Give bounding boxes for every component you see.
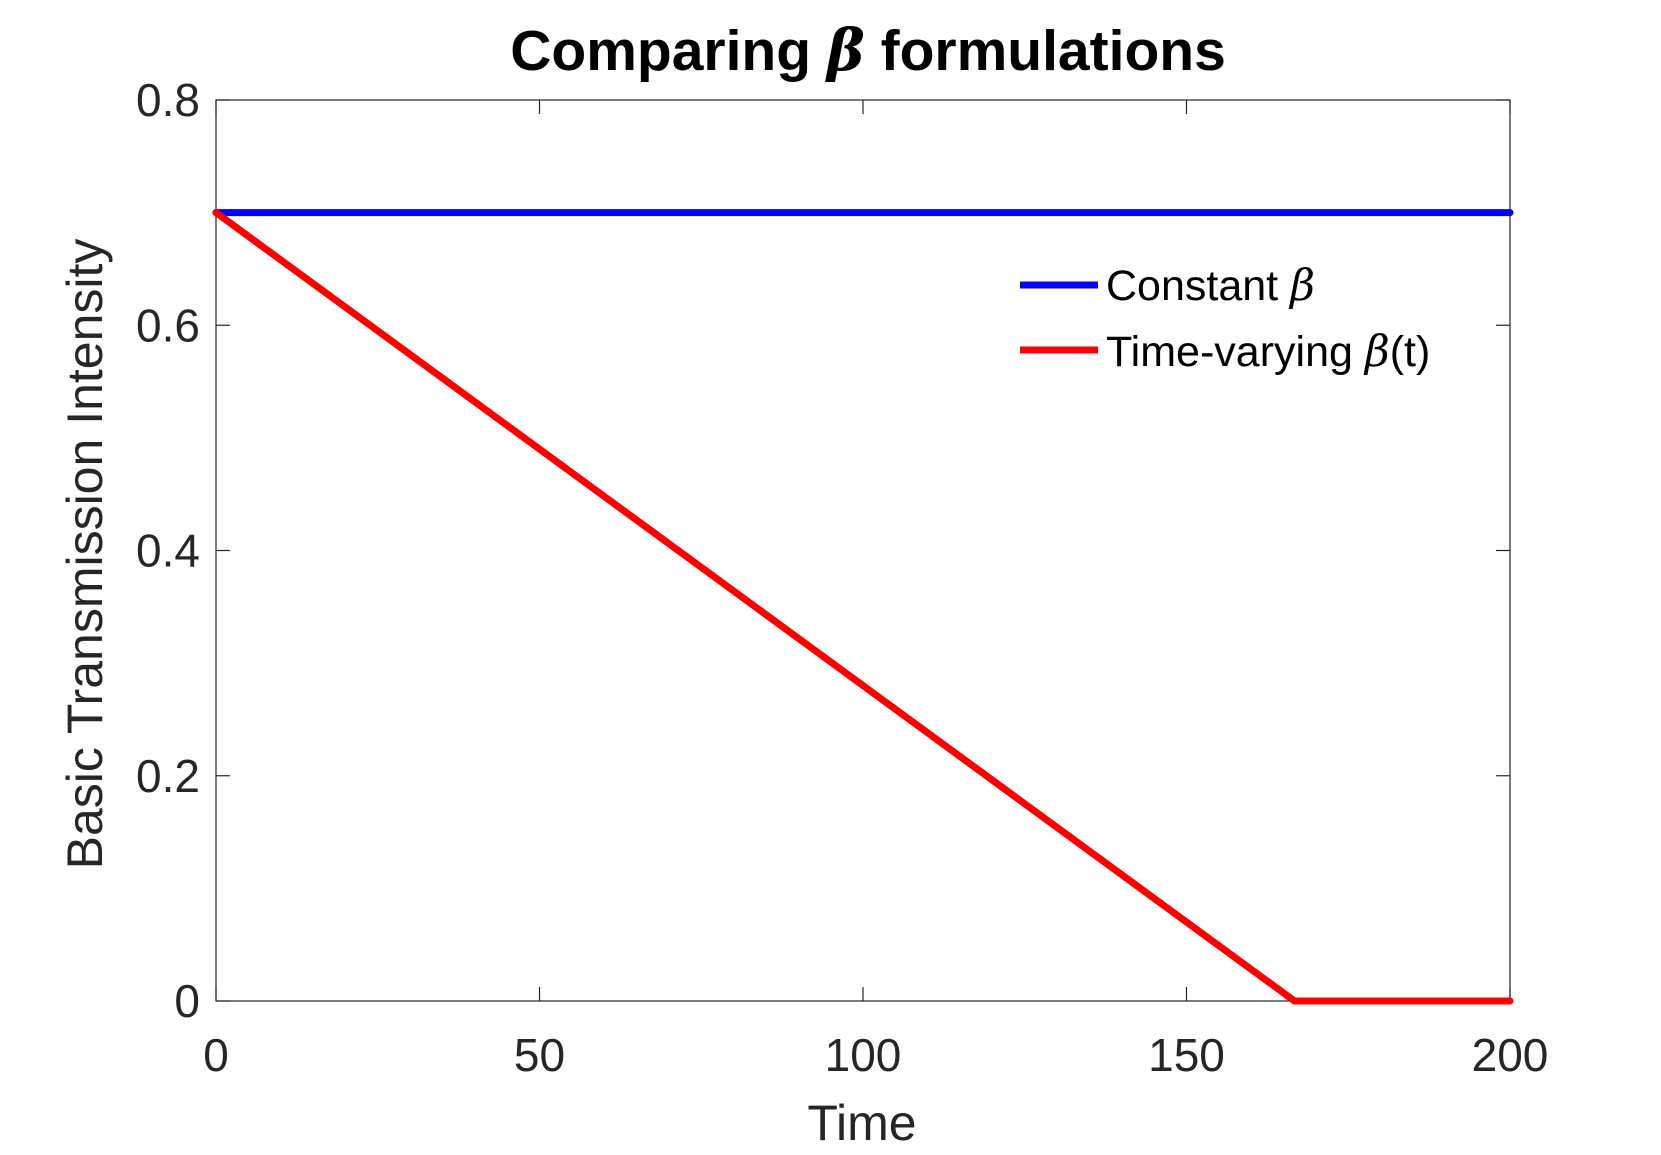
legend-suffix-time-varying: (t) [1390, 328, 1431, 376]
chart-title: Comparing β formulations [510, 17, 1226, 84]
legend-beta-symbol-constant: β [1288, 261, 1315, 311]
plot-area: 0 50 100 150 200 0 0.2 0.4 0.6 0.8 [136, 74, 1548, 1081]
axes-box [215, 99, 1511, 1002]
legend-beta-symbol-time-varying: β [1363, 327, 1390, 377]
legend-label-constant-beta: Constant β [1106, 261, 1315, 311]
y-tick-label: 0.6 [136, 299, 200, 351]
y-tick-label: 0.8 [136, 74, 200, 126]
x-axis-label: Time [807, 1095, 916, 1151]
x-tick-label: 100 [825, 1029, 902, 1081]
x-tick-label: 50 [514, 1029, 565, 1081]
legend: Constant β Time-varying β(t) [1020, 261, 1430, 377]
y-tick-label: 0.2 [136, 750, 200, 802]
chart-title-suffix: formulations [865, 19, 1226, 83]
x-tick-label: 150 [1148, 1029, 1225, 1081]
legend-text-time-varying: Time-varying [1106, 328, 1365, 376]
y-tick-label: 0 [174, 975, 200, 1027]
x-tick-label: 0 [203, 1029, 229, 1081]
y-axis-label: Basic Transmission Intensity [57, 239, 113, 870]
chart-title-beta-symbol: β [825, 17, 865, 84]
chart-title-prefix: Comparing [510, 19, 827, 83]
y-tick-label: 0.4 [136, 525, 200, 577]
legend-label-time-varying-beta: Time-varying β(t) [1106, 327, 1430, 377]
x-tick-label: 200 [1472, 1029, 1549, 1081]
legend-text-constant: Constant [1106, 262, 1290, 310]
series-line-time-varying-beta [212, 209, 1514, 1005]
